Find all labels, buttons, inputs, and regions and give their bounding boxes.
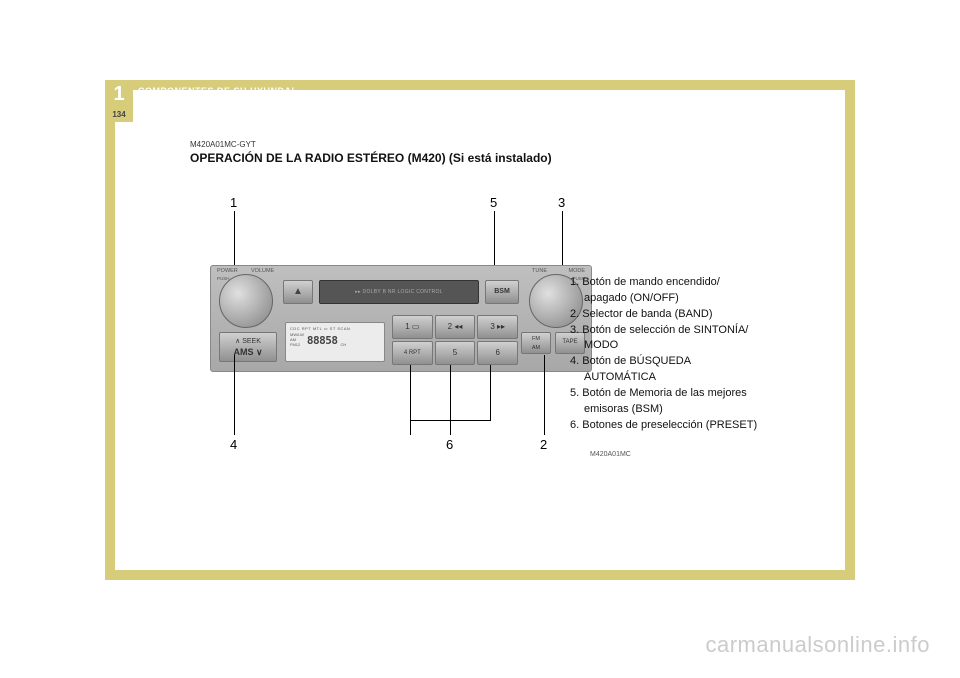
legend-item-4: 4. Botón de BÚSQUEDA (570, 354, 830, 369)
seek-label-bottom: AMS ∨ (220, 347, 276, 357)
push-label-left: PUSH (217, 276, 230, 281)
preset-5: 5 (435, 341, 476, 365)
fm-am-button: FM AM (521, 332, 551, 354)
preset-6: 6 (477, 341, 518, 365)
legend-item-2: 2. Selector de banda (BAND) (570, 307, 830, 322)
callout-line (450, 420, 451, 435)
callout-4: 4 (230, 437, 237, 452)
seek-label-top: ∧ SEEK (220, 337, 276, 347)
preset-4: 4 RPT (392, 341, 433, 365)
section-code: M420A01MC-GYT (190, 140, 830, 149)
legend-item-5-cont: emisoras (BSM) (570, 402, 830, 417)
legend-item-6: 6. Botones de preselección (PRESET) (570, 418, 830, 433)
radio-display: CDC RPT MTL ▭ ST SCAN MW/LW AM FM12 8885… (285, 322, 385, 362)
seek-ams-button: ∧ SEEK AMS ∨ (219, 332, 277, 362)
legend-item-5: 5. Botón de Memoria de las mejores (570, 386, 830, 401)
callout-5: 5 (490, 195, 497, 210)
callout-line (544, 355, 545, 435)
callout-3: 3 (558, 195, 565, 210)
chapter-title: COMPONENTES DE SU HYUNDAI (138, 86, 295, 96)
callout-2: 2 (540, 437, 547, 452)
callout-line (234, 355, 235, 435)
bsm-button: BSM (485, 280, 519, 304)
cassette-slot: ▸▸ DOLBY B NR LOGIC CONTROL (319, 280, 479, 304)
display-ch: CH (341, 342, 347, 347)
callout-line (450, 365, 451, 420)
callout-1: 1 (230, 195, 237, 210)
preset-2: 2 ◂◂ (435, 315, 476, 339)
tune-label: TUNE (532, 268, 547, 274)
mode-label: MODE (569, 268, 586, 274)
preset-buttons: 1 ▭ 2 ◂◂ 3 ▸▸ 4 RPT 5 6 (391, 314, 519, 366)
power-volume-knob (219, 274, 273, 328)
radio-unit: POWER PUSH VOLUME ▲ ▸▸ DOLBY B NR LOGIC … (210, 265, 592, 372)
legend-item-3: 3. Botón de selección de SINTONÍA/ (570, 323, 830, 338)
power-label: POWER (217, 268, 238, 274)
page-number: 134 (105, 108, 133, 122)
legend-item-3-cont: MODO (570, 338, 830, 353)
chapter-number-tab: 1 (105, 80, 133, 108)
preset-3: 3 ▸▸ (477, 315, 518, 339)
volume-label: VOLUME (251, 268, 274, 274)
callout-line (410, 365, 411, 435)
preset-1: 1 ▭ (392, 315, 433, 339)
legend-item-1: 1. Botón de mando encendido/ (570, 275, 830, 290)
image-code: M420A01MC (590, 451, 631, 458)
watermark: carmanualsonline.info (705, 632, 930, 658)
section-heading: OPERACIÓN DE LA RADIO ESTÉREO (M420) (Si… (190, 151, 830, 165)
eject-button: ▲ (283, 280, 313, 304)
callout-6: 6 (446, 437, 453, 452)
legend-item-4-cont: AUTOMÁTICA (570, 370, 830, 385)
display-bands: MW/LW AM FM12 (290, 332, 304, 347)
legend-item-1-cont: apagado (ON/OFF) (570, 291, 830, 306)
display-frequency: 88858 (307, 334, 338, 347)
radio-diagram: 1 5 3 POWER PUSH VOLUME ▲ ▸▸ DOLBY B NR … (190, 195, 610, 475)
callout-line (490, 365, 491, 420)
legend-list: 1. Botón de mando encendido/ apagado (ON… (570, 275, 830, 433)
